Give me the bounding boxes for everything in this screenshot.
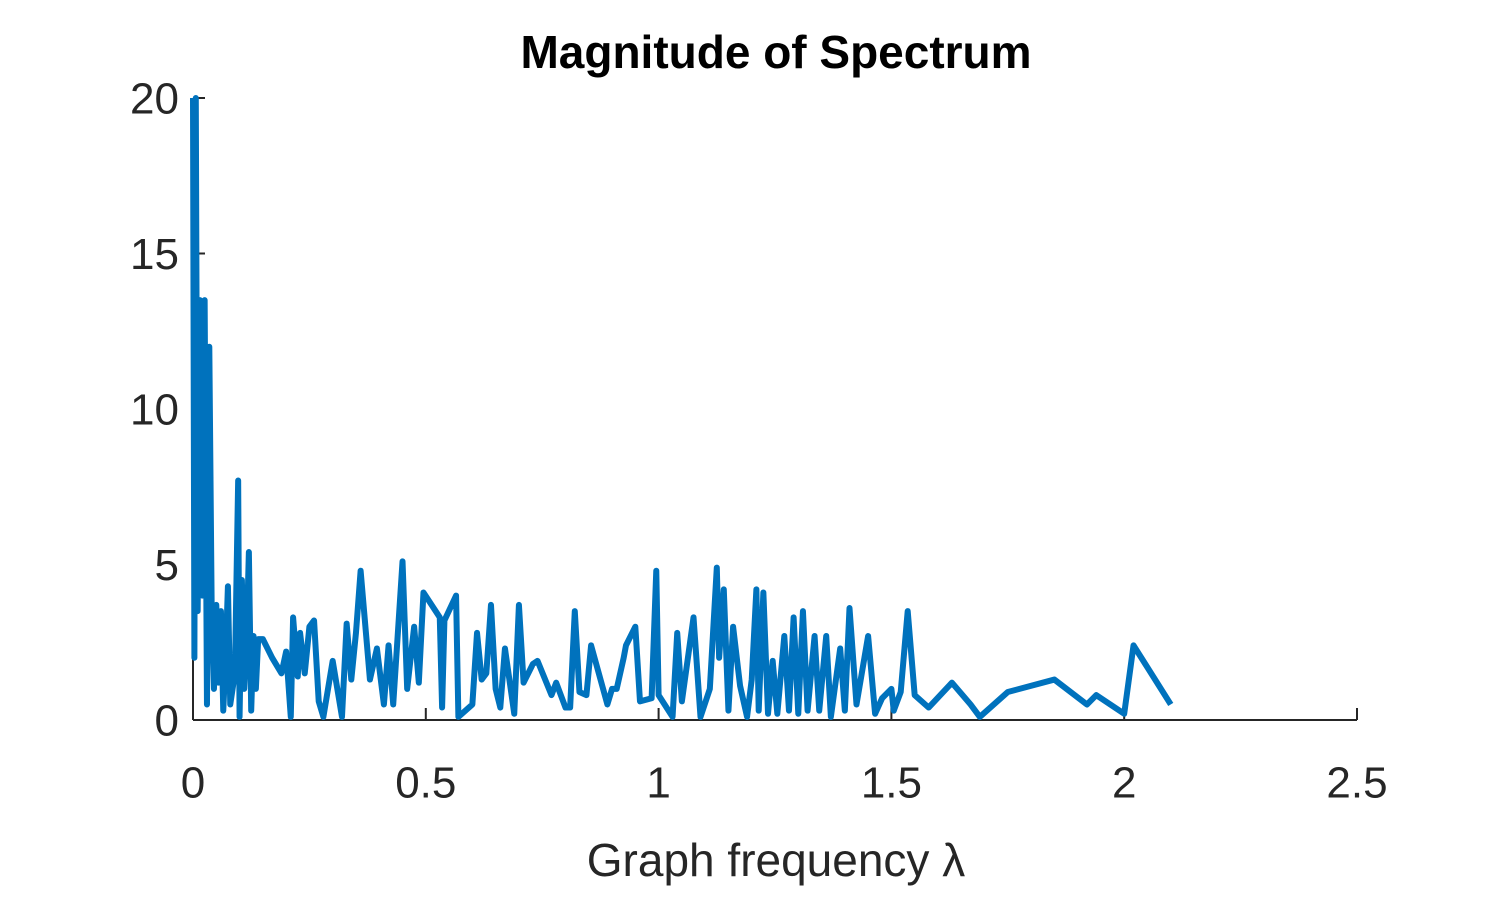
- y-tick-label: 10: [130, 386, 179, 435]
- y-tick-label: 5: [155, 541, 179, 590]
- x-tick-label: 2.5: [1326, 759, 1387, 808]
- chart-title: Magnitude of Spectrum: [520, 26, 1031, 78]
- x-tick-label: 0: [181, 759, 205, 808]
- x-tick-label: 0.5: [395, 759, 456, 808]
- x-tick-label: 2: [1112, 759, 1136, 808]
- x-axis-label: Graph frequency λ: [587, 834, 965, 886]
- y-tick-label: 0: [155, 697, 179, 746]
- y-tick-label: 20: [130, 75, 179, 124]
- x-tick-label: 1.5: [861, 759, 922, 808]
- data-line: [190, 95, 1174, 720]
- x-tick-label: 1: [646, 759, 670, 808]
- y-tick-label: 15: [130, 230, 179, 279]
